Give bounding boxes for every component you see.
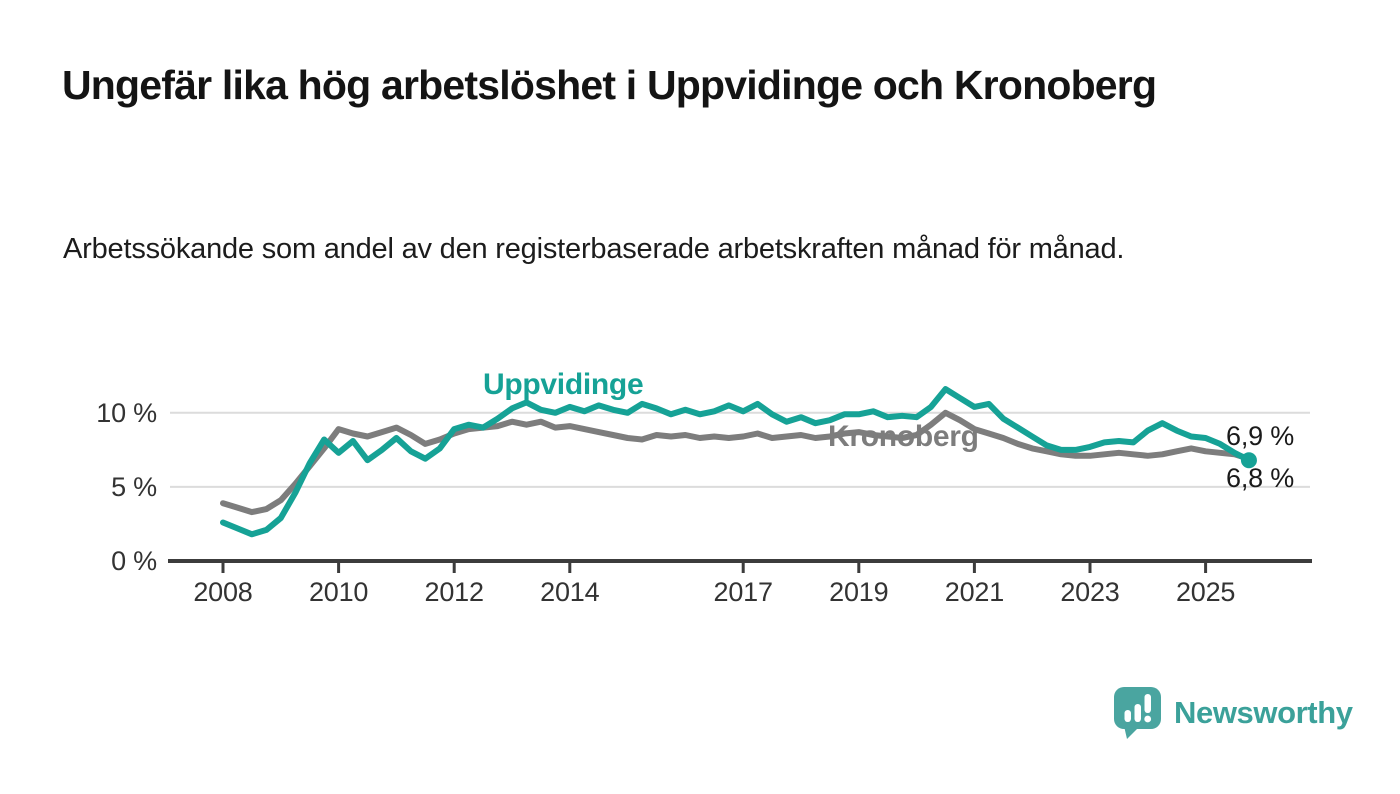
y-axis-label: 5 % — [111, 471, 157, 502]
newsworthy-logo-icon — [1114, 687, 1161, 739]
y-axis-label: 0 % — [111, 546, 157, 576]
x-axis-label: 2023 — [1060, 577, 1120, 607]
chart-subtitle: Arbetssökande som andel av den registerb… — [63, 233, 1125, 265]
newsworthy-logo: Newsworthy — [1113, 686, 1353, 740]
x-axis-label: 2021 — [944, 577, 1005, 607]
series-label-kronoberg: Kronoberg — [828, 420, 979, 453]
series-label-uppvidinge: Uppvidinge — [483, 368, 644, 401]
end-value-label-uppvidinge: 6,8 % — [1226, 463, 1295, 493]
end-value-label-kronoberg: 6,9 % — [1226, 421, 1295, 451]
y-axis-label: 10 % — [96, 397, 157, 428]
x-axis-label: 2008 — [193, 577, 253, 607]
x-axis-label: 2010 — [308, 577, 369, 607]
latest-value-dot-uppvidinge — [1240, 452, 1257, 469]
newsworthy-wordmark: Newsworthy — [1174, 695, 1353, 730]
x-axis-label: 2012 — [424, 577, 484, 607]
series-line-uppvidinge — [220, 386, 1252, 538]
x-axis-label: 2025 — [1175, 577, 1236, 607]
series-line-kronoberg — [220, 409, 1252, 516]
page-title: Ungefär lika hög arbetslöshet i Uppvidin… — [62, 62, 1157, 108]
x-axis-label: 2014 — [540, 577, 600, 607]
x-axis-label: 2019 — [829, 577, 889, 607]
x-axis-label: 2017 — [713, 577, 773, 607]
